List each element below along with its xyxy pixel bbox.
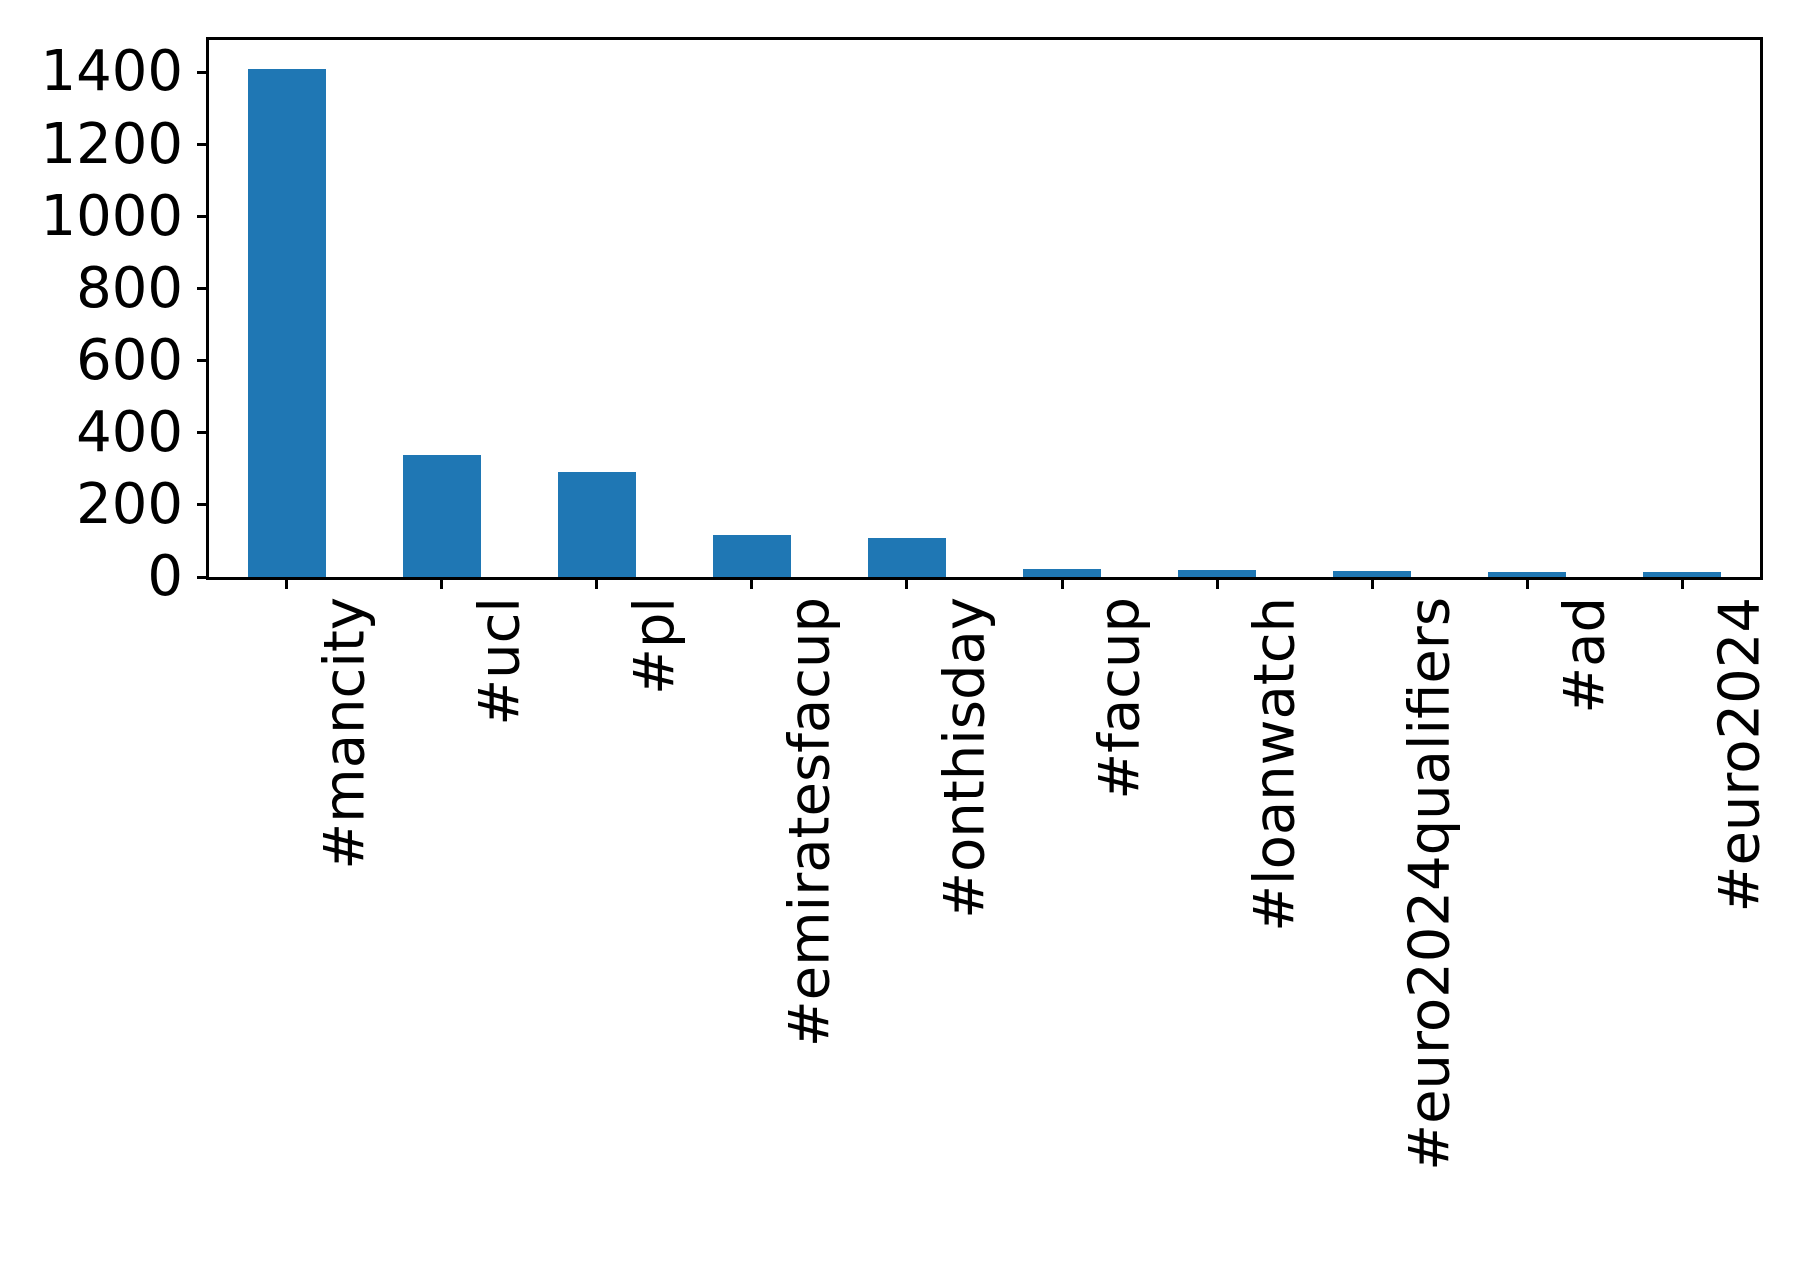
bar (1488, 571, 1567, 577)
x-axis-tick (1215, 577, 1219, 589)
x-axis-tick (1370, 577, 1374, 589)
y-tick-label: 1200 (40, 111, 183, 177)
bar (1023, 569, 1102, 577)
x-tick-label: #euro2024 (1707, 597, 1773, 913)
x-axis-tick (1060, 577, 1064, 589)
y-axis-tick (197, 143, 209, 147)
bar (1178, 569, 1257, 577)
x-axis-tick (1680, 577, 1684, 589)
x-tick-label: #ad (1552, 597, 1618, 714)
x-tick-label: #euro2024qualifiers (1397, 597, 1463, 1171)
y-tick-label: 400 (76, 399, 183, 465)
y-tick-label: 0 (147, 544, 183, 609)
plot-area (206, 37, 1763, 580)
y-tick-label: 800 (76, 255, 183, 321)
x-tick-label: #facup (1087, 597, 1153, 800)
y-axis-tick (197, 70, 209, 74)
y-tick-label: 200 (76, 471, 183, 537)
bar (1333, 571, 1412, 577)
x-axis-tick (285, 577, 289, 589)
bar (867, 538, 946, 577)
x-tick-label: #loanwatch (1242, 597, 1308, 932)
y-axis-tick (197, 431, 209, 435)
y-tick-label: 1000 (40, 183, 183, 249)
x-axis-tick (750, 577, 754, 589)
y-axis-tick (197, 359, 209, 363)
y-axis-tick (197, 503, 209, 507)
y-axis-tick (197, 215, 209, 219)
x-tick-label: #pl (622, 597, 688, 696)
y-tick-label: 600 (76, 327, 183, 393)
bar (1643, 572, 1722, 577)
bar (712, 534, 791, 577)
x-axis-tick (1525, 577, 1529, 589)
y-axis-tick (197, 575, 209, 579)
x-tick-label: #mancity (311, 597, 377, 870)
x-axis-tick (905, 577, 909, 589)
bar (402, 455, 481, 577)
bar (557, 471, 636, 577)
bar (247, 68, 326, 577)
y-tick-label: 1400 (40, 39, 183, 105)
x-tick-label: #ucl (467, 597, 533, 726)
x-tick-label: #emiratesfacup (777, 597, 843, 1048)
x-axis-tick (440, 577, 444, 589)
y-axis-tick (197, 287, 209, 291)
x-tick-label: #onthisday (932, 597, 998, 919)
x-axis-tick (595, 577, 599, 589)
